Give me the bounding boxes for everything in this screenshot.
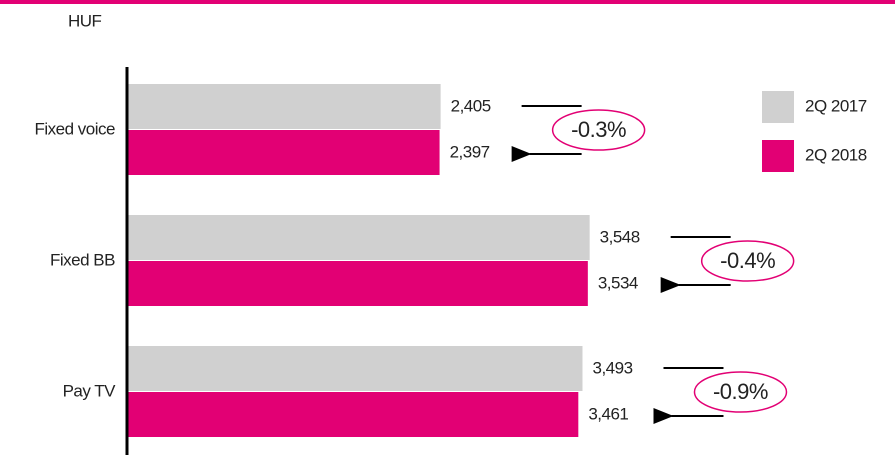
value-label: 3,461	[588, 404, 628, 423]
bar	[127, 215, 590, 260]
value-label: 2,405	[451, 96, 491, 115]
bar	[127, 261, 588, 306]
bar	[127, 84, 441, 129]
change-ellipse	[551, 109, 646, 151]
change-label: -0.3%	[571, 117, 626, 142]
category-label: Fixed BB	[50, 250, 115, 269]
legend-swatch	[762, 91, 794, 123]
value-label: 3,534	[598, 273, 638, 292]
value-label: 3,493	[592, 358, 632, 377]
change-label: -0.9%	[713, 379, 768, 404]
top-rule	[0, 0, 895, 4]
bar	[127, 392, 579, 437]
change-label: -0.4%	[720, 248, 775, 273]
category-label: Pay TV	[63, 381, 117, 400]
unit-label: HUF	[68, 11, 102, 30]
change-ellipse	[693, 371, 788, 413]
value-label: 3,548	[600, 227, 640, 246]
change-ellipse	[700, 240, 795, 282]
legend-swatch	[762, 140, 794, 172]
bar	[127, 130, 440, 175]
value-label: 2,397	[450, 142, 490, 161]
bar	[127, 346, 583, 391]
category-label: Fixed voice	[35, 119, 116, 138]
legend-label: 2Q 2018	[805, 145, 867, 164]
legend-label: 2Q 2017	[805, 96, 867, 115]
